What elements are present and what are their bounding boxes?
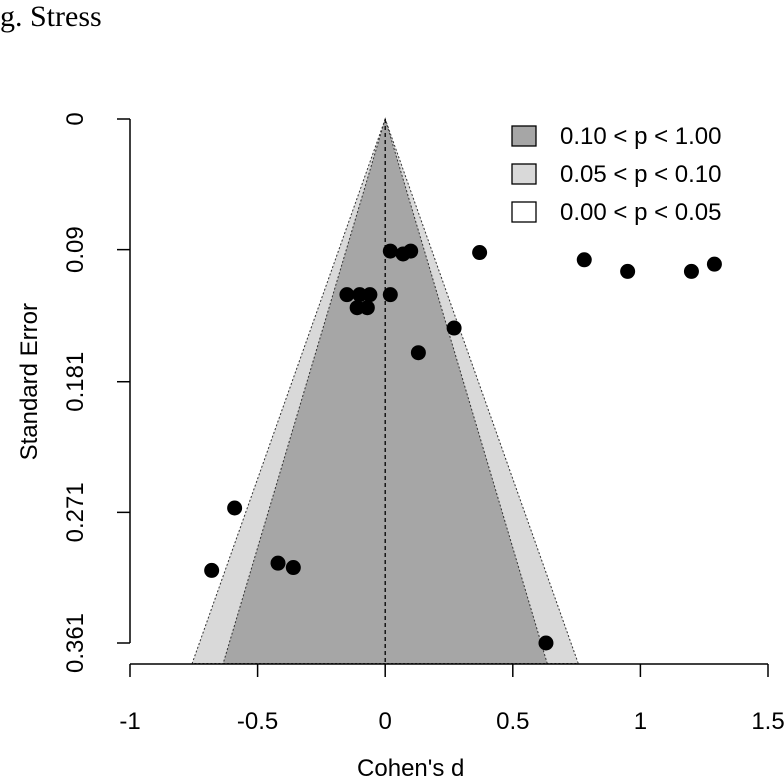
study-point — [538, 635, 554, 651]
legend-swatch — [511, 125, 537, 147]
axes: -1 -0.5 0 0.5 1 1.5 0 0.09 0.181 0.271 0.361 Cohen'… — [16, 112, 784, 782]
study-point — [403, 243, 419, 259]
study-points — [204, 243, 722, 651]
study-point — [683, 263, 699, 279]
y-tick-label: 0.361 — [62, 613, 89, 673]
study-point — [285, 560, 301, 576]
study-point — [620, 263, 636, 279]
study-point — [227, 500, 243, 516]
x-tick-label: 1.5 — [751, 708, 784, 735]
legend-swatch — [511, 201, 537, 223]
y-axis-title: Standard Error — [16, 303, 43, 460]
legend-label: 0.10 < p < 1.00 — [560, 123, 721, 150]
x-tick-label: -1 — [119, 708, 140, 735]
legend-label: 0.05 < p < 0.10 — [560, 161, 721, 188]
study-point — [382, 287, 398, 303]
y-tick-label: 0.09 — [62, 226, 89, 273]
study-point — [362, 287, 378, 303]
study-point — [359, 300, 375, 316]
study-point — [270, 555, 286, 571]
study-point — [204, 562, 220, 578]
x-tick-label: -0.5 — [237, 708, 278, 735]
contour-region-p10-p100 — [222, 117, 548, 664]
legend-swatch — [511, 163, 537, 185]
y-tick-label: 0 — [62, 112, 89, 125]
legend-label: 0.00 < p < 0.05 — [560, 199, 721, 226]
y-tick-label: 0.271 — [62, 482, 89, 542]
study-point — [472, 245, 488, 261]
panel-title: g. Stress — [0, 0, 102, 33]
significance-contours — [191, 117, 579, 664]
x-axis-title: Cohen's d — [357, 755, 464, 778]
x-tick-label: 0.5 — [496, 708, 529, 735]
study-point — [576, 252, 592, 268]
legend: 0.10 < p < 1.00 0.05 < p < 0.10 0.00 < p <… — [511, 123, 721, 226]
study-point — [339, 287, 355, 303]
study-point — [446, 320, 462, 336]
x-tick-label: 0 — [379, 708, 392, 735]
study-point — [382, 243, 398, 259]
study-point — [410, 345, 426, 361]
y-tick-label: 0.181 — [62, 352, 89, 412]
x-tick-label: 1 — [634, 708, 647, 735]
study-point — [706, 256, 722, 272]
